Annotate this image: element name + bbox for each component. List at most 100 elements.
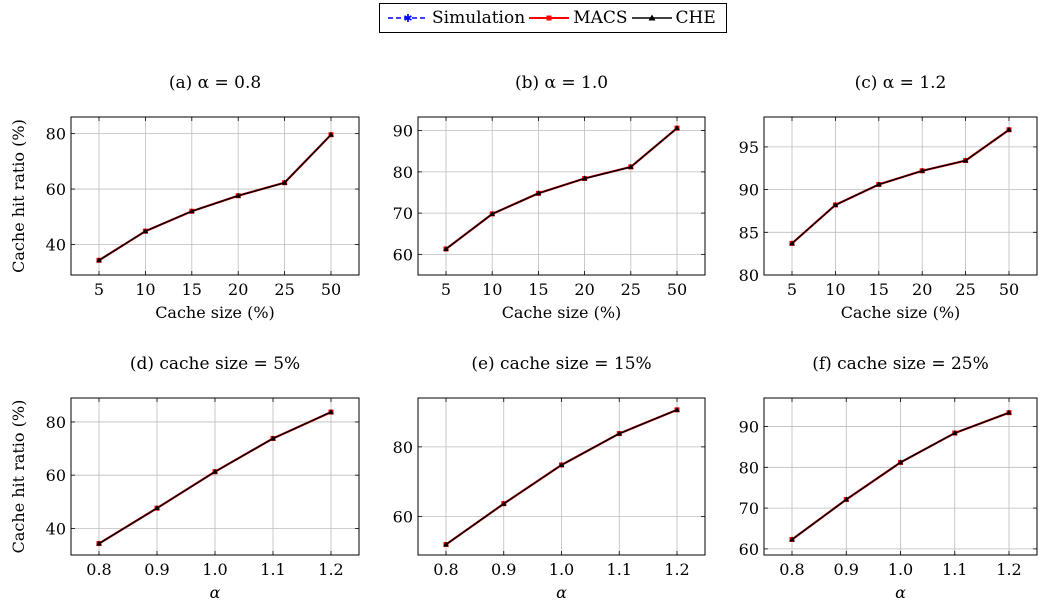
x-tick-label: 15 xyxy=(528,280,548,299)
y-tick-label: 70 xyxy=(739,499,759,518)
y-tick-label: 90 xyxy=(739,418,759,437)
data-point-che xyxy=(489,210,495,216)
series-line-che xyxy=(791,129,1010,244)
y-tick-label: 60 xyxy=(46,180,66,199)
legend-che-swatch xyxy=(631,14,672,21)
data-point-che xyxy=(951,430,958,436)
data-point-che xyxy=(919,167,925,173)
x-tick-label: 20 xyxy=(228,280,248,299)
data-point-che xyxy=(212,468,218,474)
data-point-che xyxy=(96,257,102,263)
data-point-che xyxy=(154,505,160,511)
plot-frame xyxy=(70,116,360,276)
data-point-che xyxy=(876,181,882,187)
chart-3: 5 10 15 20 25 50 80 85 90 95 (c) α = 1.2 Cache size… xyxy=(739,73,1038,322)
data-point-che xyxy=(1006,126,1012,132)
y-tick-label: 90 xyxy=(739,181,759,200)
y-tick-label: 60 xyxy=(739,540,759,559)
data-point-che xyxy=(328,131,334,137)
data-point-che xyxy=(897,459,904,465)
y-tick-label: 80 xyxy=(739,266,759,285)
y-axis-label: Cache hit ratio (%) xyxy=(9,400,28,554)
x-tick-label: 0.8 xyxy=(86,560,111,579)
y-tick-label: 80 xyxy=(739,458,759,477)
x-tick-label: 25 xyxy=(621,280,641,299)
x-tick-label: 20 xyxy=(574,280,594,299)
data-point-che xyxy=(96,540,102,546)
x-tick-label: 0.9 xyxy=(491,560,516,579)
data-point-che xyxy=(674,406,680,412)
chart-title: (b) α = 1.0 xyxy=(515,73,608,93)
x-tick-label: 20 xyxy=(912,280,932,299)
y-tick-label: 60 xyxy=(46,466,66,485)
x-tick-label: 0.8 xyxy=(433,560,458,579)
data-point-che xyxy=(789,536,795,542)
x-tick-label: 5 xyxy=(787,280,797,299)
data-point-che xyxy=(270,435,276,441)
data-point-che xyxy=(281,179,288,185)
series-line-simulation xyxy=(445,127,678,250)
data-point-che xyxy=(500,500,507,506)
data-point-che xyxy=(616,430,623,436)
x-axis-label: α xyxy=(210,583,221,602)
legend-label-che: CHE xyxy=(675,8,716,28)
data-point-che xyxy=(962,157,969,163)
x-tick-label: 1.1 xyxy=(607,560,632,579)
data-point-che xyxy=(443,541,449,547)
plot-frame xyxy=(763,116,1038,276)
legend-label-simulation: Simulation xyxy=(432,8,526,28)
chart-5: 0.8 0.9 1.0 1.1 1.2 60 80 (e) cache size = 15% α xyxy=(393,354,706,602)
chart-title: (e) cache size = 15% xyxy=(471,354,651,374)
data-point-che xyxy=(843,496,850,502)
svg-text:✱: ✱ xyxy=(403,12,412,25)
legend-macs-swatch xyxy=(529,15,570,21)
y-tick-label: 80 xyxy=(393,163,413,182)
data-point-che xyxy=(328,409,334,415)
y-tick-label: 80 xyxy=(46,125,66,144)
legend: ✱ Simulation MACS CHE xyxy=(379,3,727,33)
chart-1: 5 10 15 20 25 50 40 60 80 (a) α = 0.8 Cache size (… xyxy=(9,73,360,322)
y-tick-label: 40 xyxy=(46,519,66,538)
x-tick-label: 25 xyxy=(955,280,975,299)
data-point-che xyxy=(142,228,149,234)
x-tick-label: 1.0 xyxy=(888,560,913,579)
y-tick-label: 70 xyxy=(393,204,413,223)
x-axis-label: α xyxy=(895,583,906,602)
x-tick-label: 15 xyxy=(182,280,202,299)
chart-title: (c) α = 1.2 xyxy=(855,73,947,93)
legend-entry-macs: MACS xyxy=(527,8,628,28)
y-tick-label: 90 xyxy=(393,122,413,141)
data-point-che xyxy=(189,208,195,214)
x-axis-label: α xyxy=(556,583,567,602)
legend-simulation-swatch: ✱ xyxy=(388,12,428,25)
chart-title: (a) α = 0.8 xyxy=(169,73,261,93)
x-tick-label: 1.2 xyxy=(664,560,689,579)
y-tick-label: 95 xyxy=(739,138,759,157)
y-axis-label: Cache hit ratio (%) xyxy=(9,119,28,273)
chart-2: 5 10 15 20 25 50 60 70 80 90 (b) α = 1.0 Cache size… xyxy=(393,73,706,322)
y-tick-label: 85 xyxy=(739,223,759,242)
x-tick-label: 1.1 xyxy=(942,560,967,579)
plot-frame xyxy=(417,116,706,276)
x-tick-label: 0.8 xyxy=(779,560,804,579)
chart-title: (d) cache size = 5% xyxy=(130,354,300,374)
legend-label-macs: MACS xyxy=(573,8,628,28)
data-point-che xyxy=(628,163,634,169)
y-tick-label: 60 xyxy=(393,508,413,527)
x-tick-label: 15 xyxy=(869,280,889,299)
x-tick-label: 25 xyxy=(274,280,294,299)
data-point-che xyxy=(235,192,241,198)
x-tick-label: 50 xyxy=(999,280,1019,299)
x-axis-label: Cache size (%) xyxy=(841,303,961,322)
data-point-che xyxy=(443,246,449,252)
x-tick-label: 10 xyxy=(135,280,155,299)
y-tick-label: 80 xyxy=(46,413,66,432)
data-point-che xyxy=(674,125,680,131)
x-tick-label: 0.9 xyxy=(144,560,169,579)
series-line-che xyxy=(98,134,332,261)
series-line-macs xyxy=(98,133,332,262)
chart-6: 0.8 0.9 1.0 1.1 1.2 60 70 80 90 (f) cache size = … xyxy=(739,354,1038,602)
x-tick-label: 1.2 xyxy=(996,560,1021,579)
data-point-che xyxy=(1006,409,1012,415)
